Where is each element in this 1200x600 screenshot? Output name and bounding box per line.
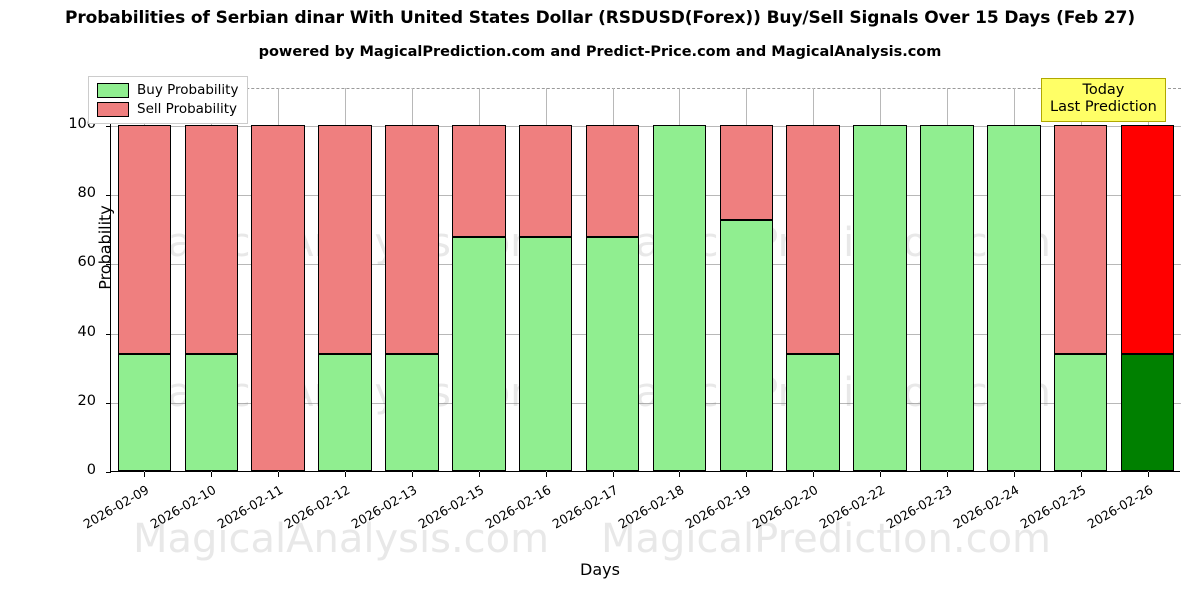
today-annotation: Today Last Prediction xyxy=(1041,78,1166,123)
y-tick-mark xyxy=(106,472,111,473)
y-tick-mark xyxy=(106,333,111,335)
bar-2026-02-23[interactable] xyxy=(920,125,974,471)
bar-segment-buy[interactable] xyxy=(518,237,573,471)
x-axis-label: Days xyxy=(580,560,620,579)
bar-segment-sell[interactable] xyxy=(318,125,372,355)
bar-segment-buy[interactable] xyxy=(987,125,1041,471)
y-axis-label: Probability xyxy=(95,205,115,290)
bar-segment-sell[interactable] xyxy=(518,125,573,238)
legend-swatch-sell xyxy=(97,101,129,117)
today-annotation-line2: Last Prediction xyxy=(1050,99,1157,116)
legend-item-buy: Buy Probability xyxy=(97,82,238,98)
bar-2026-02-12[interactable] xyxy=(318,125,372,471)
bar-segment-buy[interactable] xyxy=(385,354,439,471)
bar-2026-02-16[interactable] xyxy=(518,125,573,471)
y-tick-mark xyxy=(106,402,111,404)
today-annotation-line1: Today xyxy=(1082,82,1125,98)
plot-area: Probability 0 20 40 60 80 100 MagicalAnalysis.… xyxy=(68,88,1181,562)
bar-2026-02-15[interactable] xyxy=(452,125,506,471)
x-tick-mark xyxy=(679,472,681,477)
bar-segment-buy[interactable] xyxy=(1120,354,1175,471)
bar-2026-02-25[interactable] xyxy=(1053,125,1108,471)
bar-segment-buy[interactable] xyxy=(719,219,774,471)
y-tick-label: 20 xyxy=(77,392,96,409)
x-tick-mark xyxy=(144,472,146,477)
y-tick-label: 100 xyxy=(68,116,96,133)
x-tick-mark xyxy=(946,472,948,477)
y-tick-label: 60 xyxy=(77,254,96,271)
legend-label-buy: Buy Probability xyxy=(137,82,239,98)
bar-segment-sell[interactable] xyxy=(1053,125,1108,355)
y-gridline xyxy=(111,195,1181,197)
bar-segment-sell[interactable] xyxy=(585,125,640,238)
bar-segment-buy[interactable] xyxy=(318,354,372,471)
y-gridline xyxy=(111,264,1181,266)
y-tick-mark xyxy=(106,264,111,266)
x-tick-mark xyxy=(1147,472,1149,477)
y-tick-label: 0 xyxy=(86,462,96,478)
legend-item-sell: Sell Probability xyxy=(97,101,238,117)
bar-segment-buy[interactable] xyxy=(853,125,907,471)
bar-2026-02-18[interactable] xyxy=(652,125,707,471)
bar-segment-buy[interactable] xyxy=(652,125,707,471)
bar-segment-sell[interactable] xyxy=(117,125,172,355)
x-tick-mark xyxy=(612,472,614,477)
y-tick-label: 40 xyxy=(77,323,96,340)
bar-2026-02-26[interactable] xyxy=(1120,125,1175,471)
bar-segment-buy[interactable] xyxy=(920,125,974,471)
reference-dashed-line xyxy=(111,88,1181,89)
x-tick-mark xyxy=(746,472,748,477)
bar-segment-buy[interactable] xyxy=(786,354,840,471)
bar-segment-sell[interactable] xyxy=(1120,125,1175,355)
chart-legend: Buy Probability Sell Probability xyxy=(88,76,249,124)
y-gridline xyxy=(111,126,1181,128)
x-tick-mark xyxy=(545,472,547,477)
bar-segment-sell[interactable] xyxy=(184,125,239,355)
bar-segment-sell[interactable] xyxy=(452,125,506,238)
bar-2026-02-19[interactable] xyxy=(719,125,774,471)
x-tick-mark xyxy=(211,472,213,477)
bar-segment-sell[interactable] xyxy=(251,125,305,471)
bar-2026-02-13[interactable] xyxy=(385,125,439,471)
bar-segment-buy[interactable] xyxy=(117,354,172,471)
bar-2026-02-22[interactable] xyxy=(853,125,907,471)
bar-2026-02-11[interactable] xyxy=(251,125,305,471)
bar-2026-02-17[interactable] xyxy=(585,125,640,471)
bar-segment-buy[interactable] xyxy=(585,237,640,471)
chart-subtitle: powered by MagicalPrediction.com and Pre… xyxy=(258,44,942,60)
legend-swatch-buy xyxy=(97,82,129,98)
x-tick-mark xyxy=(478,472,480,477)
bar-2026-02-20[interactable] xyxy=(786,125,840,471)
y-gridline xyxy=(111,333,1181,335)
bar-segment-buy[interactable] xyxy=(452,237,506,471)
x-tick-mark xyxy=(880,472,882,477)
x-tick-mark xyxy=(411,472,413,477)
y-tick-mark xyxy=(106,126,111,128)
x-tick-mark xyxy=(345,472,347,477)
y-tick-mark xyxy=(106,195,111,197)
bar-segment-sell[interactable] xyxy=(719,125,774,220)
y-gridline xyxy=(111,402,1181,404)
x-tick-mark xyxy=(813,472,815,477)
y-tick-label: 80 xyxy=(77,185,96,202)
legend-label-sell: Sell Probability xyxy=(137,101,238,117)
bar-segment-sell[interactable] xyxy=(385,125,439,355)
x-tick-mark xyxy=(1013,472,1015,477)
bar-segment-sell[interactable] xyxy=(786,125,840,355)
bar-segment-buy[interactable] xyxy=(184,354,239,471)
bar-2026-02-09[interactable] xyxy=(117,125,172,471)
bar-2026-02-24[interactable] xyxy=(987,125,1041,471)
bar-2026-02-10[interactable] xyxy=(184,125,239,471)
x-tick-mark xyxy=(1080,472,1082,477)
chart-title: Probabilities of Serbian dinar With Unit… xyxy=(64,8,1136,28)
x-tick-mark xyxy=(278,472,280,477)
bar-segment-buy[interactable] xyxy=(1053,354,1108,471)
